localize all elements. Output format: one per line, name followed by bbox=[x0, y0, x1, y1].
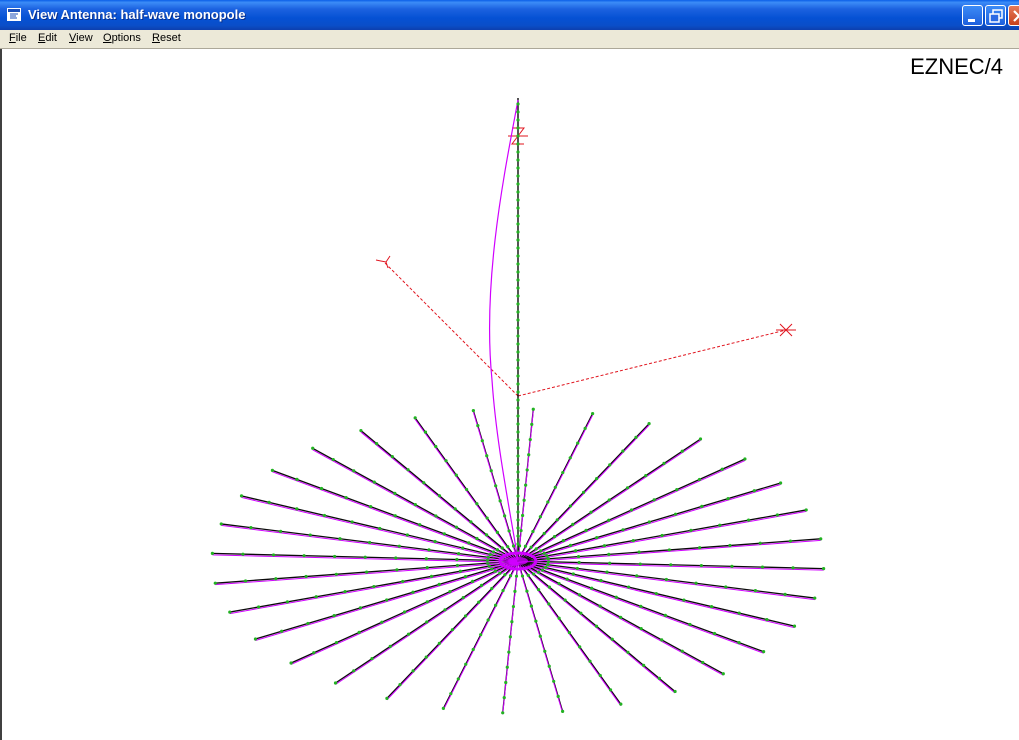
menu-reset-label: eset bbox=[159, 32, 181, 44]
close-button[interactable] bbox=[1008, 5, 1019, 26]
brand-label: EZNEC/4 bbox=[910, 54, 1003, 79]
menu-reset-accel: R bbox=[152, 32, 160, 44]
menu-view-label: iew bbox=[76, 32, 93, 44]
app-icon[interactable] bbox=[7, 8, 21, 21]
menu-options-accel: O bbox=[103, 32, 112, 44]
menu-bar: File Edit View Options Reset bbox=[0, 30, 1019, 49]
menu-options[interactable]: Options bbox=[103, 32, 141, 44]
menu-edit[interactable]: Edit bbox=[38, 32, 57, 44]
close-icon bbox=[1013, 10, 1019, 22]
title-bar: View Antenna: half-wave monopole bbox=[0, 0, 1019, 30]
window-title: View Antenna: half-wave monopole bbox=[28, 7, 246, 22]
antenna-view-canvas[interactable] bbox=[0, 49, 1019, 740]
menu-file[interactable]: File bbox=[9, 32, 27, 44]
menu-edit-accel: E bbox=[38, 32, 46, 44]
menu-view-accel: V bbox=[69, 32, 77, 44]
minimize-button[interactable] bbox=[962, 5, 983, 26]
restore-icon bbox=[989, 9, 1003, 23]
menu-file-accel: F bbox=[9, 32, 16, 44]
menu-options-label: ptions bbox=[111, 32, 141, 44]
menu-edit-label: dit bbox=[45, 32, 57, 44]
menu-file-label: ile bbox=[15, 32, 27, 44]
menu-view[interactable]: View bbox=[69, 32, 93, 44]
restore-button[interactable] bbox=[985, 5, 1006, 26]
menu-reset[interactable]: Reset bbox=[152, 32, 181, 44]
minimize-icon bbox=[968, 19, 975, 22]
